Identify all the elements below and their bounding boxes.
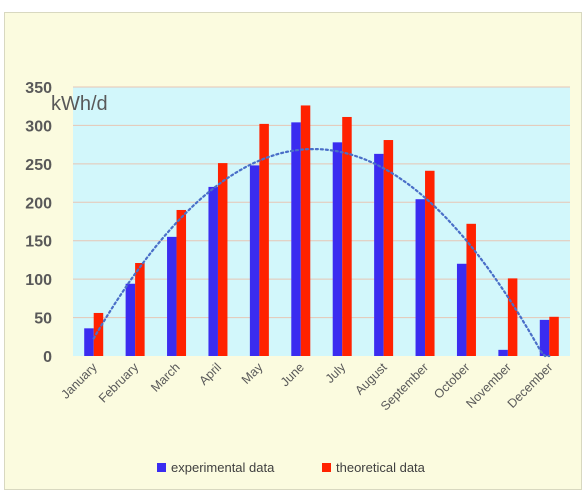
x-tick-label: May — [239, 360, 266, 387]
x-tick-label: January — [58, 360, 100, 402]
bar-theoretical — [549, 316, 559, 356]
x-tick-label: April — [196, 360, 224, 388]
bar-experimental — [249, 165, 260, 356]
x-tick-label: December — [505, 360, 556, 411]
x-tick-label: October — [431, 360, 472, 401]
gridlines — [73, 86, 570, 319]
bar-theoretical — [425, 170, 435, 356]
bar-theoretical — [217, 163, 228, 356]
legend-label: experimental data — [171, 460, 275, 475]
bar-experimental — [84, 328, 94, 356]
bar-experimental — [539, 319, 550, 356]
legend-swatch — [157, 463, 166, 472]
y-tick-label: 100 — [25, 272, 52, 289]
bar-theoretical — [176, 209, 187, 356]
bar-theoretical — [93, 312, 104, 356]
x-tick-label: June — [278, 360, 307, 389]
trendline — [92, 148, 551, 358]
x-tick-label: July — [323, 360, 349, 386]
legend: experimental data theoretical data — [157, 460, 426, 475]
bar-theoretical — [466, 223, 476, 356]
legend-swatch — [322, 463, 331, 472]
bar-theoretical — [135, 263, 145, 356]
unit-label: kWh/d — [51, 93, 108, 115]
y-tick-label: 350 — [25, 80, 52, 97]
y-tick-label: 200 — [25, 195, 52, 212]
bar-theoretical — [507, 278, 518, 356]
y-axis-ticks: 0 50 100 150 200 250 300 350 — [25, 80, 52, 366]
y-tick-label: 50 — [34, 311, 52, 328]
bar-experimental — [415, 199, 426, 356]
bar-experimental — [332, 142, 343, 356]
y-tick-label: 250 — [25, 157, 52, 174]
x-tick-label: August — [352, 360, 390, 398]
x-tick-label: March — [148, 360, 182, 394]
bar-experimental — [167, 236, 177, 356]
y-tick-label: 300 — [25, 118, 52, 135]
plot-area — [73, 87, 570, 356]
bars — [84, 105, 559, 357]
x-tick-label: February — [96, 360, 142, 406]
bar-theoretical — [259, 123, 269, 357]
y-tick-label: 0 — [43, 349, 52, 366]
bar-theoretical — [300, 105, 311, 357]
bar-experimental — [456, 263, 467, 356]
bar-experimental — [208, 186, 218, 356]
bar-experimental — [374, 153, 384, 356]
bar-theoretical — [383, 140, 394, 356]
bar-theoretical — [342, 116, 352, 356]
legend-label: theoretical data — [336, 460, 426, 475]
bar-experimental — [291, 122, 301, 357]
bar-experimental — [125, 283, 136, 356]
y-tick-label: 150 — [25, 234, 52, 251]
bar-experimental — [498, 349, 508, 356]
